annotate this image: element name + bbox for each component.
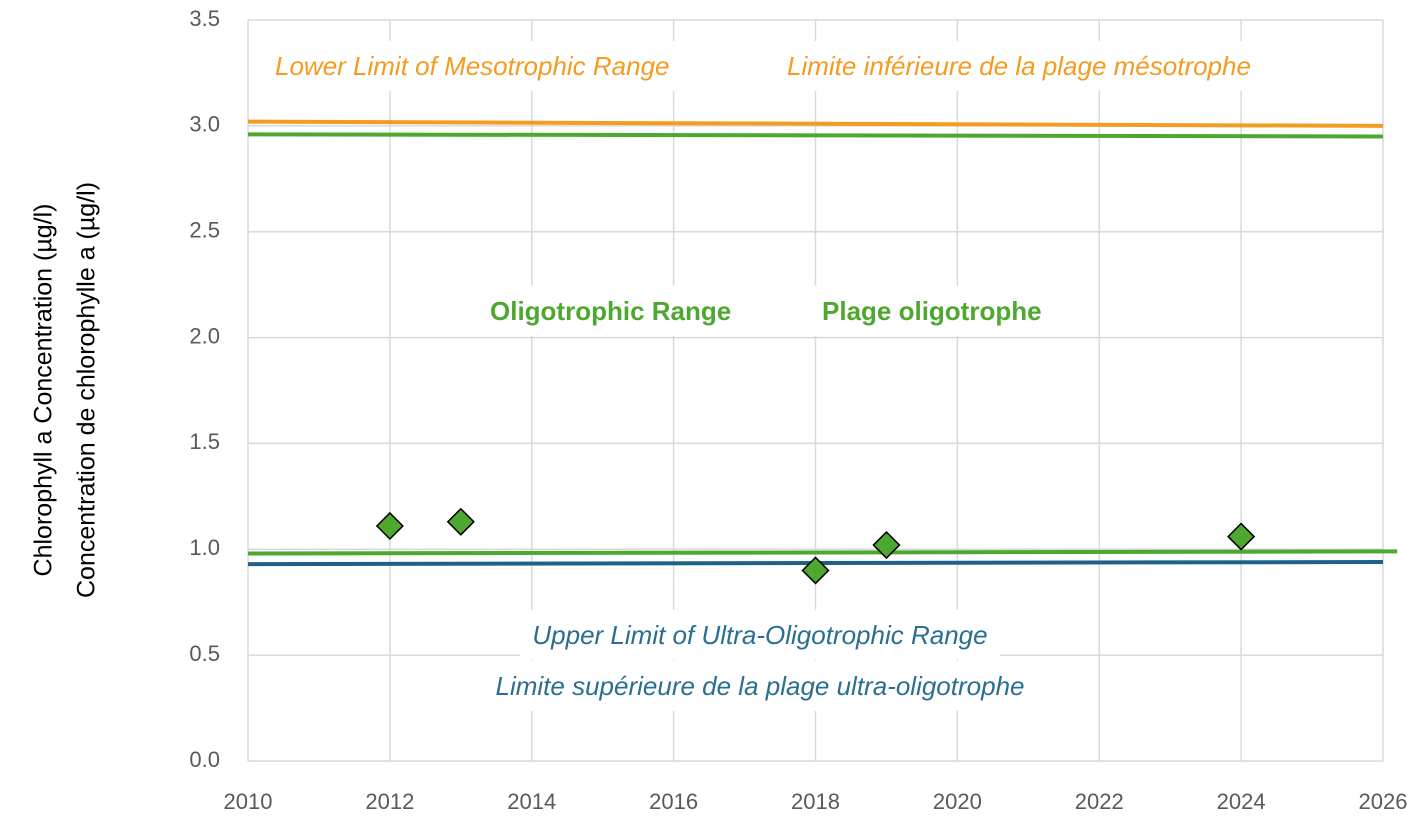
x-tick-label: 2016 (649, 789, 698, 814)
reference-line (247, 549, 1398, 556)
data-point (446, 507, 475, 536)
annotation-background (478, 285, 744, 336)
annotation-background (263, 40, 682, 91)
annotation: Oligotrophic Range (490, 296, 731, 326)
annotation: Limite supérieure de la plage ultra-olig… (496, 671, 1025, 701)
y-tick-label: 0.0 (189, 747, 220, 772)
annotation: Upper Limit of Ultra-Oligotrophic Range (532, 620, 987, 650)
reference-line (247, 119, 1384, 128)
annotation-background (810, 285, 1054, 336)
annotation-background (483, 660, 1037, 711)
x-tick-label: 2026 (1359, 789, 1408, 814)
annotation-layer: Lower Limit of Mesotrophic Range Limite i… (263, 40, 1263, 711)
y-axis-title: Concentration de chlorophylle a (µg/l) (73, 182, 101, 598)
x-tick-label: 2024 (1217, 789, 1266, 814)
data-point (1227, 522, 1256, 551)
y-axis-title: Chlorophyll a Concentration (µg/l) (30, 204, 58, 577)
x-tick-label: 2018 (791, 789, 840, 814)
x-tick-label: 2014 (507, 789, 556, 814)
y-tick-label: 1.0 (189, 535, 220, 560)
x-tick-label: 2022 (1075, 789, 1124, 814)
x-tick-label: 2020 (933, 789, 982, 814)
y-tick-label: 2.5 (189, 218, 220, 243)
y-tick-label: 3.5 (189, 6, 220, 31)
data-layer (247, 119, 1398, 585)
y-tick-label: 2.0 (189, 323, 220, 348)
reference-line (247, 132, 1384, 139)
data-point (375, 511, 404, 541)
y-tick-label: 0.5 (189, 641, 220, 666)
annotation-background (775, 40, 1263, 91)
data-point (801, 556, 830, 585)
y-tick-label: 3.0 (189, 112, 220, 137)
annotation: Plage oligotrophe (822, 296, 1042, 326)
annotation: Lower Limit of Mesotrophic Range (275, 51, 670, 81)
data-point (872, 530, 901, 560)
annotation-background (520, 609, 1000, 660)
x-tick-label: 2010 (224, 789, 273, 814)
annotation: Limite inférieure de la plage mésotrophe (787, 51, 1251, 81)
y-tick-label: 1.5 (189, 429, 220, 454)
x-tick-label: 2012 (365, 789, 414, 814)
